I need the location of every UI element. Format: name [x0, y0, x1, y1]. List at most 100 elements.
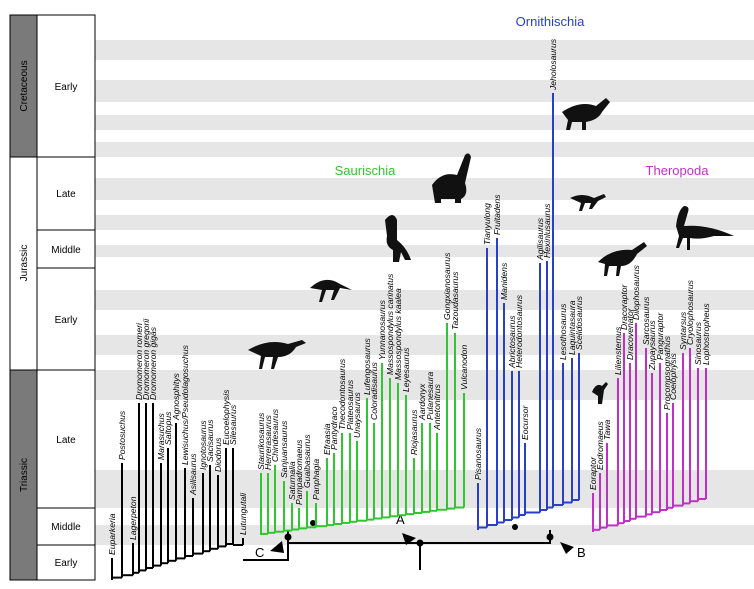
silhouette: [310, 279, 352, 302]
taxon-label: Sacisaurus: [205, 419, 215, 462]
band: [95, 525, 754, 545]
period-label: Triassic: [19, 458, 30, 492]
taxon-label: Vulcanodon: [459, 345, 469, 390]
silhouettes: [248, 98, 734, 404]
epoch-label: Middle: [51, 522, 81, 533]
taxon-label: Zupaysaurus: [647, 320, 657, 371]
node-label: C: [255, 545, 264, 560]
taxon-label: Tazoudasaurus: [450, 271, 460, 330]
taxon-label: Lutungutali: [238, 492, 248, 535]
taxon-label: Cryolophosaurus: [685, 279, 695, 345]
taxon-label: Euparkeria: [107, 513, 117, 555]
taxon-label: Riojasaurus: [409, 409, 419, 455]
node-dot: [546, 533, 554, 541]
backbone-branch: [243, 543, 289, 561]
taxon-label: Liliensternus: [613, 326, 623, 375]
silhouette: [248, 340, 306, 369]
taxon-label: Panphagia: [311, 459, 321, 500]
epoch-box: [36, 369, 96, 509]
clade-label: Ornithischia: [516, 14, 585, 29]
silhouette: [598, 242, 647, 276]
period-box: [9, 14, 38, 158]
node-label: A: [396, 512, 405, 527]
taxon-label: Tawa: [602, 420, 612, 440]
taxon-label: Yunnanosaurus: [377, 299, 387, 360]
taxon-label: Lesothosaurus: [558, 303, 568, 360]
silhouette: [432, 153, 471, 203]
taxon-label: Eodromaeus: [595, 421, 605, 470]
silhouette: [570, 194, 606, 211]
silhouette: [385, 215, 411, 262]
taxon-label: Pisanosaurus: [473, 427, 483, 480]
taxon-label: Eucoelophysis: [221, 389, 231, 445]
taxon-label: Chindesaurus: [270, 408, 280, 462]
taxon-label: Saltopus: [163, 411, 173, 445]
epoch-box: [36, 507, 96, 546]
taxon-label: Syntarsus: [678, 311, 688, 350]
silhouette: [592, 382, 608, 404]
taxon-label: Pantydraco: [329, 406, 339, 450]
taxon-label: Dromomeron gigas: [148, 326, 158, 400]
taxon-label: Lophostropheus: [701, 303, 711, 365]
taxon-label: Scelidosaurus: [574, 295, 584, 350]
node-arrow: [560, 542, 574, 554]
taxon-label: Manidens: [499, 262, 509, 300]
taxon-label: Lagerpeton: [128, 496, 138, 540]
node-arrow: [402, 533, 416, 545]
background-bands: [95, 40, 754, 545]
epoch-label: Early: [55, 558, 78, 569]
epoch-box: [36, 156, 96, 231]
taxon-label: Dilophosaurus: [631, 264, 641, 320]
taxon-label: Sanjuansaurus: [279, 420, 289, 478]
taxon-label: Dracovenator: [625, 307, 635, 360]
taxon-label: Pampadromaeus: [294, 439, 304, 505]
taxon-label: Fruitadens: [492, 194, 502, 235]
taxon-label: Sinosaurus: [693, 321, 703, 365]
taxon-label: Postosuchus: [117, 410, 127, 460]
time-scale: [9, 14, 96, 581]
epoch-box: [36, 544, 96, 581]
taxon-label: Eocursor: [520, 404, 530, 440]
node-arrow: [270, 541, 284, 553]
taxon-label: Massospondylus kaalea: [393, 288, 403, 380]
taxon-label: Massospondylus carinatus: [385, 273, 395, 375]
taxon-label: Laquintasaura: [567, 300, 577, 355]
epoch-label: Early: [55, 315, 78, 326]
taxon-label: Lewisuchus/Pseudolagosuchus: [180, 344, 190, 465]
epoch-label: Middle: [51, 245, 81, 256]
taxon-label: Hexinlusaurus: [542, 203, 552, 258]
taxon-label: Heterodontosaurus: [514, 294, 524, 368]
taxon-label: Sarcosaurus: [641, 296, 651, 345]
period-label: Cretaceous: [19, 60, 30, 111]
taxon-label: Pulanesaura: [425, 372, 435, 420]
taxon-label: Silesaurus: [228, 404, 238, 445]
taxon-label: Aardonyx: [417, 383, 427, 421]
taxon-label: Thecodontosaurus: [337, 358, 347, 430]
taxon-label: Unaysaurus: [352, 391, 362, 438]
taxon-label: Gongxianosaurus: [442, 252, 452, 320]
epoch-box: [36, 229, 96, 269]
epoch-box: [36, 14, 96, 158]
node-dot: [310, 520, 316, 526]
taxon-label: Plateosaurus: [345, 379, 355, 430]
tree: Euparkeria Postosuchus Lagerpeton Dromomero…: [107, 38, 711, 580]
taxon-label: Diodorus: [213, 437, 223, 472]
taxon-label: Eoraptor: [588, 456, 598, 490]
band: [95, 470, 754, 508]
taxon-label: Antetonitrus: [432, 383, 442, 431]
taxon-label: Abrictosaurus: [507, 315, 517, 369]
taxon-label: Ignotosaurus: [198, 420, 208, 470]
epoch-label: Late: [56, 189, 76, 200]
band: [95, 142, 754, 157]
taxon-label: Staurikosaurus: [256, 412, 266, 470]
silhouette: [562, 98, 610, 130]
taxon-label: Guaibasaurus: [302, 434, 312, 488]
band: [95, 115, 754, 130]
band: [95, 215, 754, 230]
taxon-label: Agnosphitys: [171, 372, 181, 421]
taxon-label: Herrerasaurus: [263, 414, 273, 470]
taxon-label: Saturnalia: [287, 461, 297, 500]
taxon-label: Marasuchus: [156, 412, 166, 460]
taxon-label: Coloradisaurus: [369, 361, 379, 420]
